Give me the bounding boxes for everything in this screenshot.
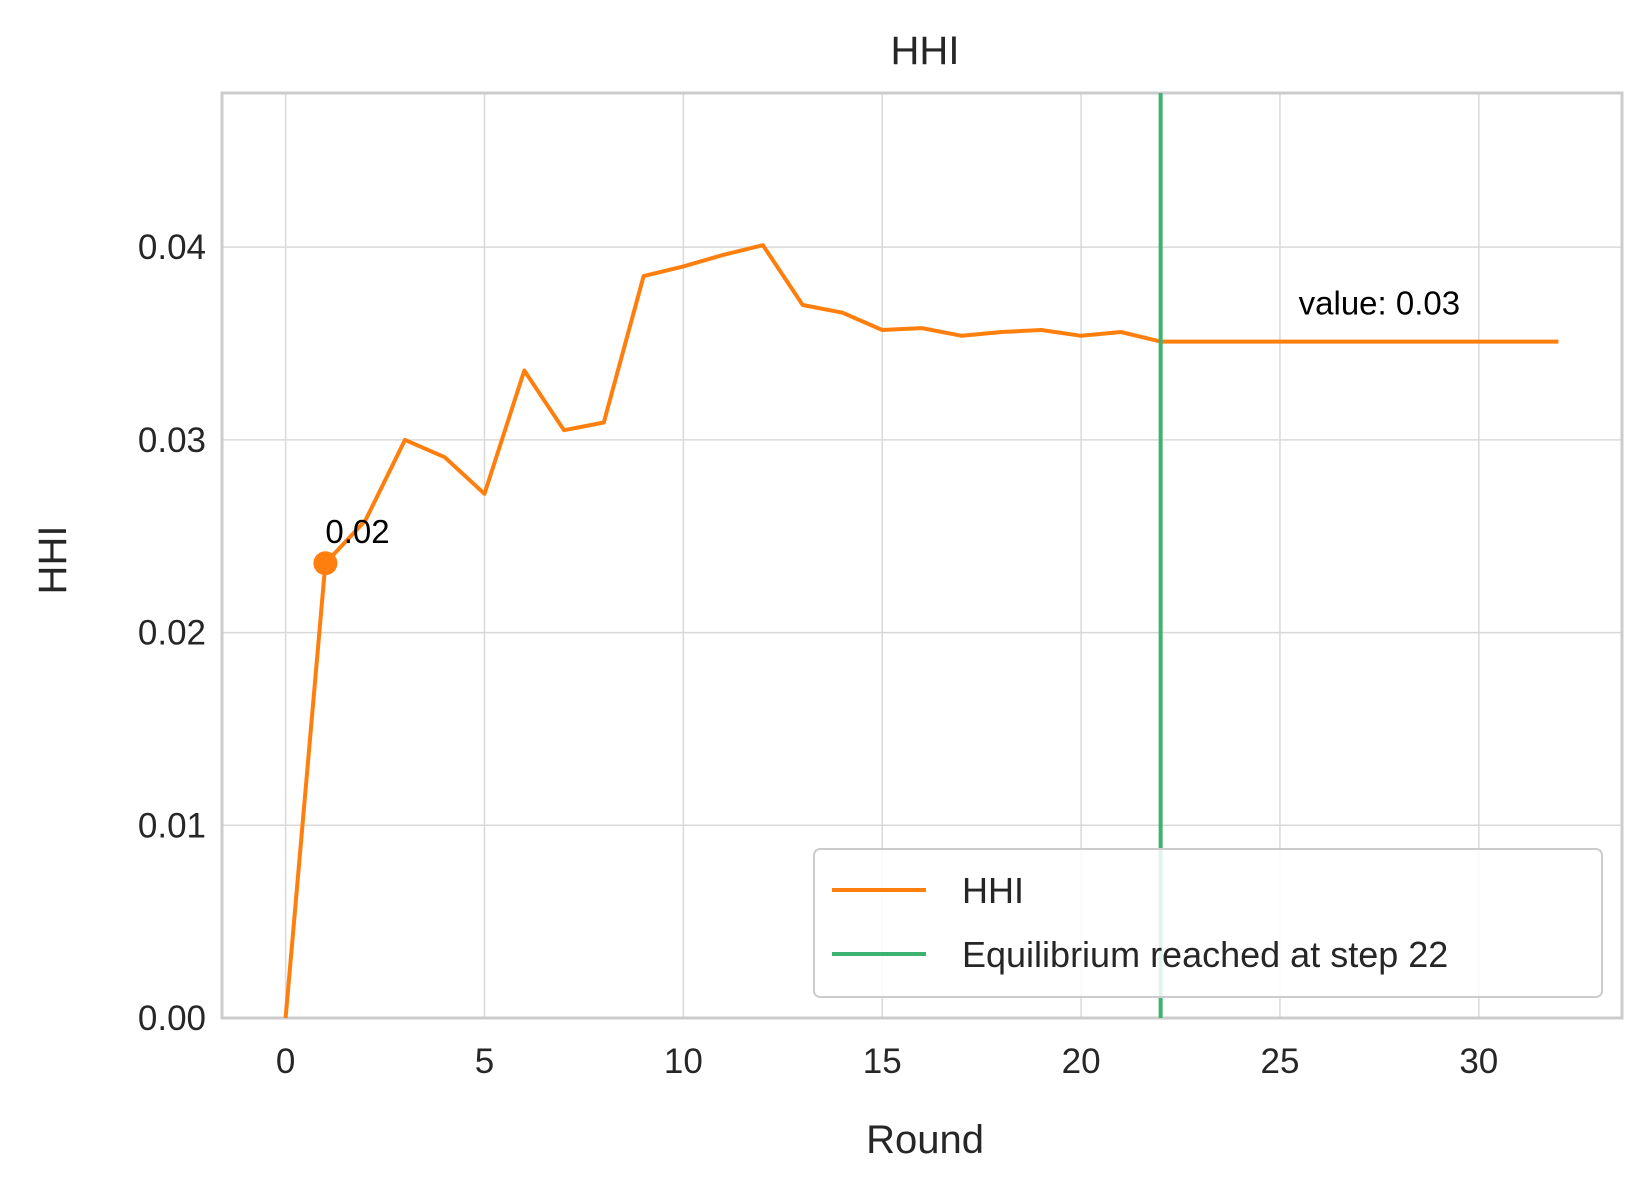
tick-labels: 0 5 10 15 20 25 30 0.00 0.01 0.02 0.03 0.04 bbox=[138, 228, 1498, 1081]
x-tick-label: 5 bbox=[475, 1042, 494, 1081]
plot-area-frame bbox=[220, 91, 1624, 1020]
marker-label: 0.02 bbox=[325, 513, 389, 550]
x-axis-label: Round bbox=[866, 1118, 984, 1162]
value-annotation: value: 0.03 bbox=[1299, 285, 1460, 322]
x-tick-label: 0 bbox=[276, 1042, 295, 1081]
data-marks: 0.02 value: 0.03 bbox=[283, 93, 1559, 1019]
marker-point bbox=[313, 551, 338, 576]
x-tick-label: 20 bbox=[1062, 1042, 1101, 1081]
grid bbox=[222, 93, 1622, 1018]
y-tick-label: 0.01 bbox=[138, 806, 206, 845]
x-tick-label: 25 bbox=[1260, 1042, 1299, 1081]
chart-title: HHI bbox=[891, 29, 960, 73]
x-tick-label: 10 bbox=[664, 1042, 703, 1081]
legend-label-equilibrium: Equilibrium reached at step 22 bbox=[962, 934, 1448, 975]
x-tick-label: 15 bbox=[863, 1042, 902, 1081]
y-tick-label: 0.03 bbox=[138, 421, 206, 460]
legend-label-hhi: HHI bbox=[962, 870, 1024, 911]
y-tick-label: 0.02 bbox=[138, 614, 206, 653]
legend-box bbox=[813, 848, 1603, 998]
y-axis-label: HHI bbox=[31, 526, 75, 595]
legend: HHI Equilibrium reached at step 22 bbox=[813, 848, 1603, 998]
series-line-hhi bbox=[283, 243, 1559, 1019]
y-tick-label: 0.04 bbox=[138, 228, 206, 267]
x-tick-label: 30 bbox=[1459, 1042, 1498, 1081]
y-tick-label: 0.00 bbox=[138, 999, 206, 1038]
